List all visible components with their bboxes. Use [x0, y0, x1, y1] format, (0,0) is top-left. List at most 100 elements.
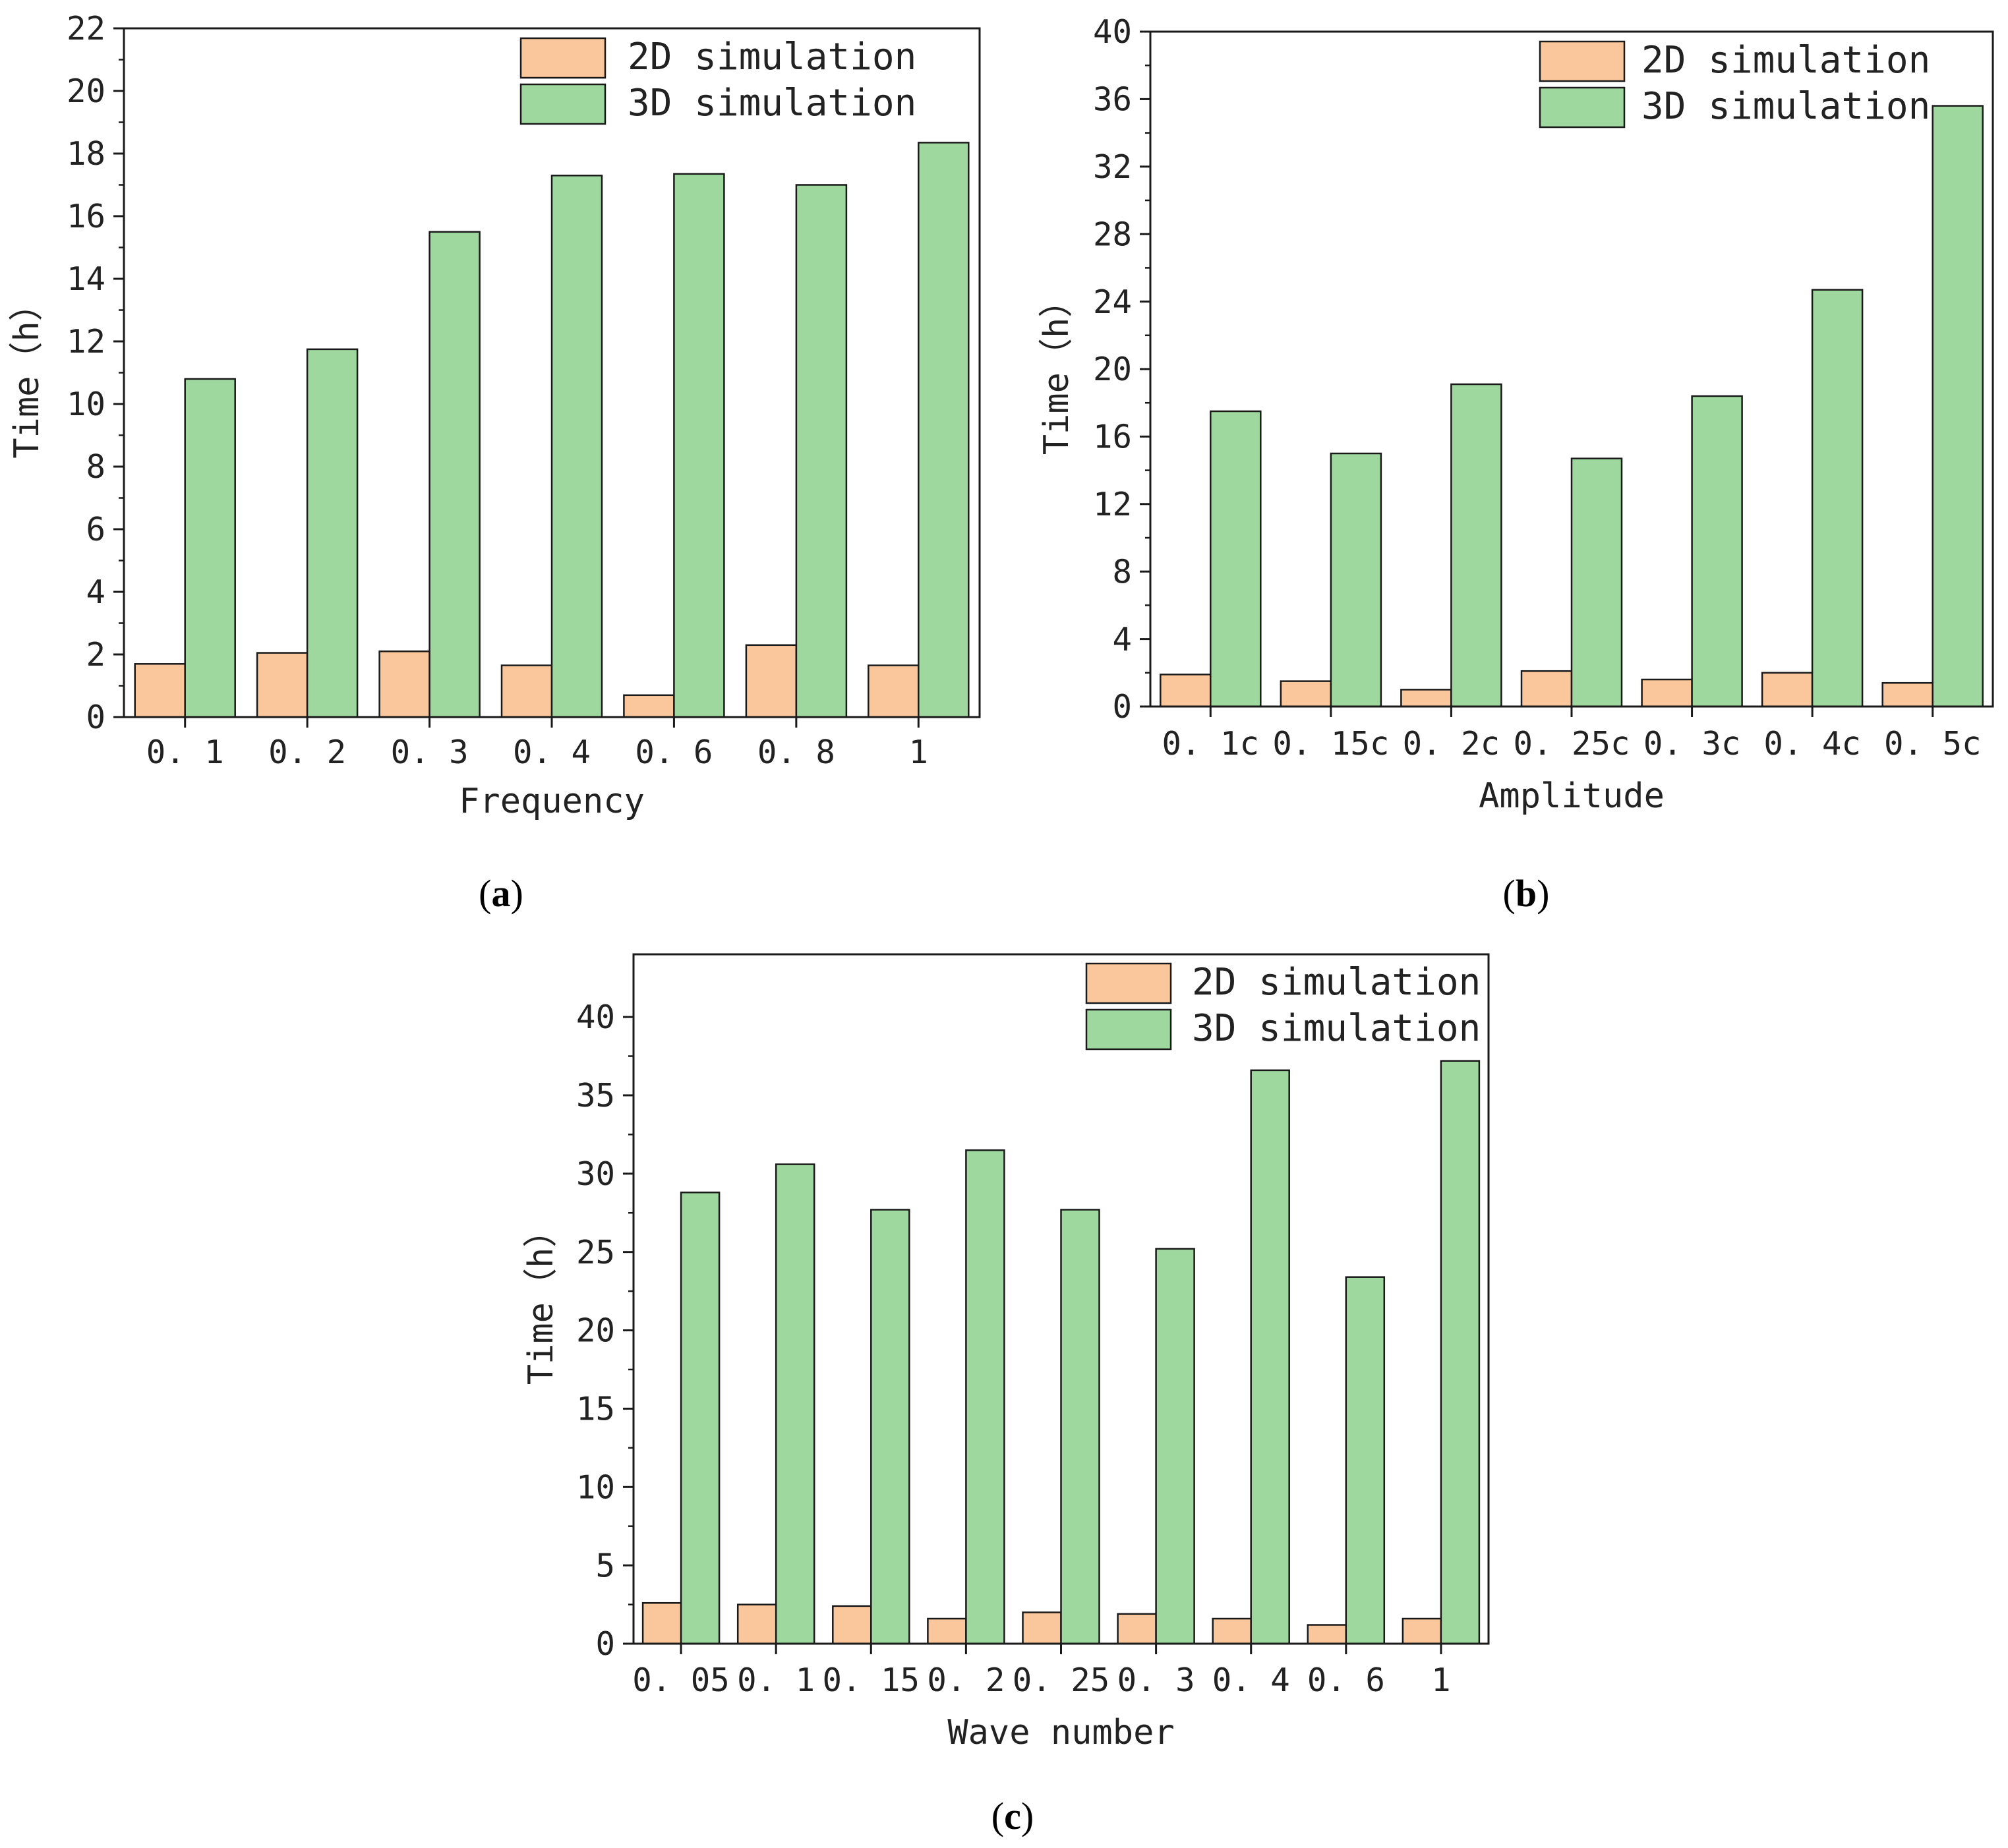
- y-tick-label: 36: [1093, 81, 1132, 119]
- panel-label-open: (: [1503, 872, 1516, 915]
- bar-2d-1: [868, 664, 920, 718]
- y-tick-label: 28: [1093, 216, 1132, 253]
- y-tick-label: 40: [576, 998, 615, 1036]
- y-tick-label: 5: [595, 1547, 615, 1584]
- legend-swatch-2d: [1085, 962, 1172, 1004]
- bar-3d-0.5c: [1932, 105, 1984, 708]
- panel-label-open: (: [479, 872, 491, 915]
- legend-label-2d: 2D simulation: [1641, 39, 1930, 82]
- x-tick-label: 0. 4: [513, 734, 591, 771]
- panel-label-letter: b: [1516, 872, 1537, 915]
- bar-3d-0.3: [1155, 1248, 1195, 1645]
- bar-3d-0.8: [795, 184, 848, 718]
- x-tick-label: 0. 3: [1117, 1661, 1195, 1699]
- bar-3d-1: [1440, 1060, 1481, 1645]
- panel-label-letter: a: [492, 872, 511, 915]
- x-tick-label: 0. 4: [1212, 1661, 1290, 1699]
- x-tick-label: 0. 15c: [1272, 725, 1389, 763]
- bar-2d-0.3: [1117, 1613, 1157, 1645]
- y-tick-label: 8: [1112, 553, 1132, 591]
- chart-panel-b: 0 4 8 12 16 20 24 28 32 36 40 0. 1c 0. 15c 0. 2c 0. 25…: [1037, 13, 1994, 915]
- y-tick-label: 10: [576, 1468, 615, 1506]
- x-tick-label: 1: [1431, 1661, 1451, 1699]
- x-tick-label: 0. 2: [268, 734, 346, 771]
- x-tick-label: 0. 25c: [1513, 725, 1630, 763]
- y-tick-label: 0: [595, 1625, 615, 1663]
- bar-2d-0.15c: [1280, 680, 1332, 708]
- bar-2d-0.2c: [1400, 689, 1452, 708]
- x-tick-label: 0. 8: [757, 734, 835, 771]
- y-axis-label: Time（h）: [1037, 283, 1077, 455]
- y-tick-label: 30: [576, 1155, 615, 1193]
- bar-3d-0.1c: [1210, 410, 1262, 708]
- bar-2d-0.1: [134, 663, 186, 718]
- bar-2d-0.15: [832, 1605, 872, 1645]
- x-tick-label: 0. 3: [391, 734, 469, 771]
- y-tick-label: 12: [67, 323, 105, 361]
- y-tick-label: 0: [1112, 688, 1132, 726]
- bar-2d-0.3: [378, 650, 430, 718]
- legend-swatch-3d: [1539, 86, 1626, 129]
- y-tick-label: 0: [86, 699, 105, 736]
- y-tick-label: 6: [86, 511, 105, 548]
- panel-label: (a): [479, 872, 523, 915]
- legend-label-3d: 3D simulation: [1192, 1007, 1481, 1050]
- legend-swatch-3d: [1085, 1008, 1172, 1051]
- y-tick-label: 25: [576, 1234, 615, 1271]
- y-tick-label: 12: [1093, 486, 1132, 523]
- bar-3d-0.15: [870, 1209, 910, 1645]
- y-axis-label: Time（h）: [521, 1213, 561, 1385]
- y-tick-label: 20: [67, 72, 105, 110]
- bar-2d-0.1c: [1160, 674, 1212, 708]
- bar-3d-0.2c: [1450, 383, 1502, 708]
- bar-3d-0.2: [306, 348, 359, 718]
- bar-2d-0.05: [641, 1602, 682, 1645]
- bar-2d-1: [1402, 1617, 1442, 1645]
- bar-3d-0.3c: [1691, 395, 1743, 708]
- bar-2d-0.8: [745, 644, 798, 718]
- y-tick-label: 4: [1112, 621, 1132, 658]
- legend-swatch-2d: [1539, 40, 1626, 82]
- y-axis-label: Time（h）: [7, 287, 47, 459]
- bar-2d-0.6: [1307, 1624, 1347, 1645]
- x-tick-label: 0. 05: [632, 1661, 730, 1699]
- legend-label-3d: 3D simulation: [628, 82, 916, 125]
- bar-2d-0.6: [623, 694, 675, 718]
- chart-panel-a: 0 2 4 6 8 10 12 14 16 18 20 22 0. 1 0. 2 0. 3 0. 4 0. 6 0…: [7, 10, 981, 915]
- x-axis-label: Amplitude: [1479, 776, 1665, 816]
- y-tick-label: 20: [1093, 351, 1132, 388]
- y-tick-label: 16: [1093, 419, 1132, 456]
- panel-label-open: (: [991, 1795, 1004, 1837]
- y-tick-label: 32: [1093, 148, 1132, 186]
- panel-label: (c): [991, 1795, 1034, 1837]
- bar-3d-1: [918, 142, 970, 718]
- y-tick-label: 20: [576, 1312, 615, 1350]
- bar-3d-0.05: [680, 1192, 721, 1645]
- x-tick-label: 0. 4c: [1763, 725, 1861, 763]
- bar-3d-0.15c: [1330, 452, 1382, 708]
- x-axis-label: Frequency: [459, 782, 645, 821]
- y-tick-label: 8: [86, 448, 105, 486]
- bar-2d-0.25: [1022, 1611, 1062, 1645]
- y-tick-label: 35: [576, 1077, 615, 1114]
- legend-label-3d: 3D simulation: [1641, 85, 1930, 128]
- panel-label-close: ): [1537, 872, 1549, 915]
- bar-2d-0.4c: [1761, 672, 1814, 708]
- y-tick-label: 40: [1093, 13, 1132, 51]
- panel-label: (b): [1503, 872, 1550, 915]
- x-tick-label: 0. 15: [823, 1661, 920, 1699]
- legend-swatch-3d: [519, 83, 606, 125]
- x-tick-label: 1: [909, 734, 929, 771]
- bar-3d-0.4c: [1811, 289, 1864, 708]
- legend-label-2d: 2D simulation: [628, 36, 916, 78]
- bar-2d-0.2: [256, 652, 309, 718]
- bar-3d-0.6: [673, 173, 725, 718]
- x-axis-label: Wave number: [947, 1713, 1174, 1752]
- x-tick-label: 0. 1c: [1162, 725, 1260, 763]
- bar-2d-0.1: [736, 1603, 777, 1645]
- y-tick-label: 22: [67, 10, 105, 47]
- y-tick-label: 24: [1093, 283, 1132, 321]
- x-tick-label: 0. 6: [635, 734, 713, 771]
